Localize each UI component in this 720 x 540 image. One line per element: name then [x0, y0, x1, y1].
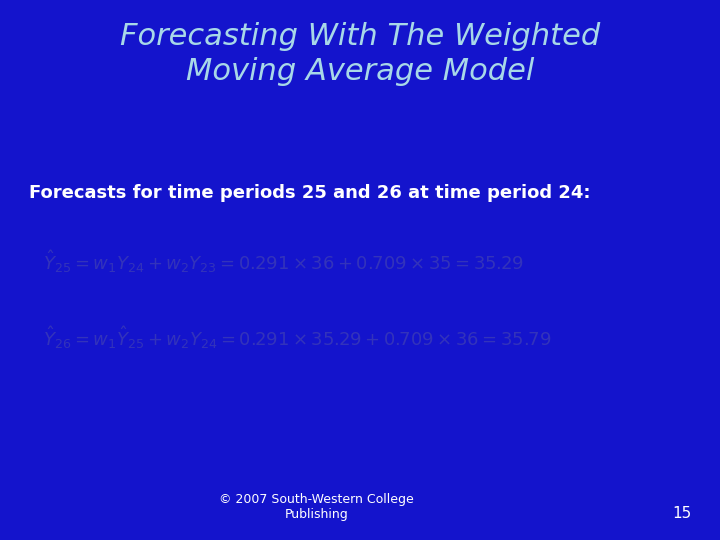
Text: © 2007 South-Western College
Publishing: © 2007 South-Western College Publishing: [220, 493, 414, 521]
Text: 15: 15: [672, 506, 691, 521]
Text: $\hat{Y}_{26} = w_1\hat{Y}_{25} + w_2Y_{24} = 0.291\times35.29 + 0.709\times36 =: $\hat{Y}_{26} = w_1\hat{Y}_{25} + w_2Y_{…: [43, 324, 552, 351]
Text: $\hat{Y}_{25} = w_1Y_{24} + w_2Y_{23} = 0.291\times36 + 0.709\times35 = 35.29$: $\hat{Y}_{25} = w_1Y_{24} + w_2Y_{23} = …: [43, 248, 524, 275]
Text: Forecasts for time periods 25 and 26 at time period 24:: Forecasts for time periods 25 and 26 at …: [29, 184, 590, 201]
Text: Forecasting With The Weighted
Moving Average Model: Forecasting With The Weighted Moving Ave…: [120, 22, 600, 86]
